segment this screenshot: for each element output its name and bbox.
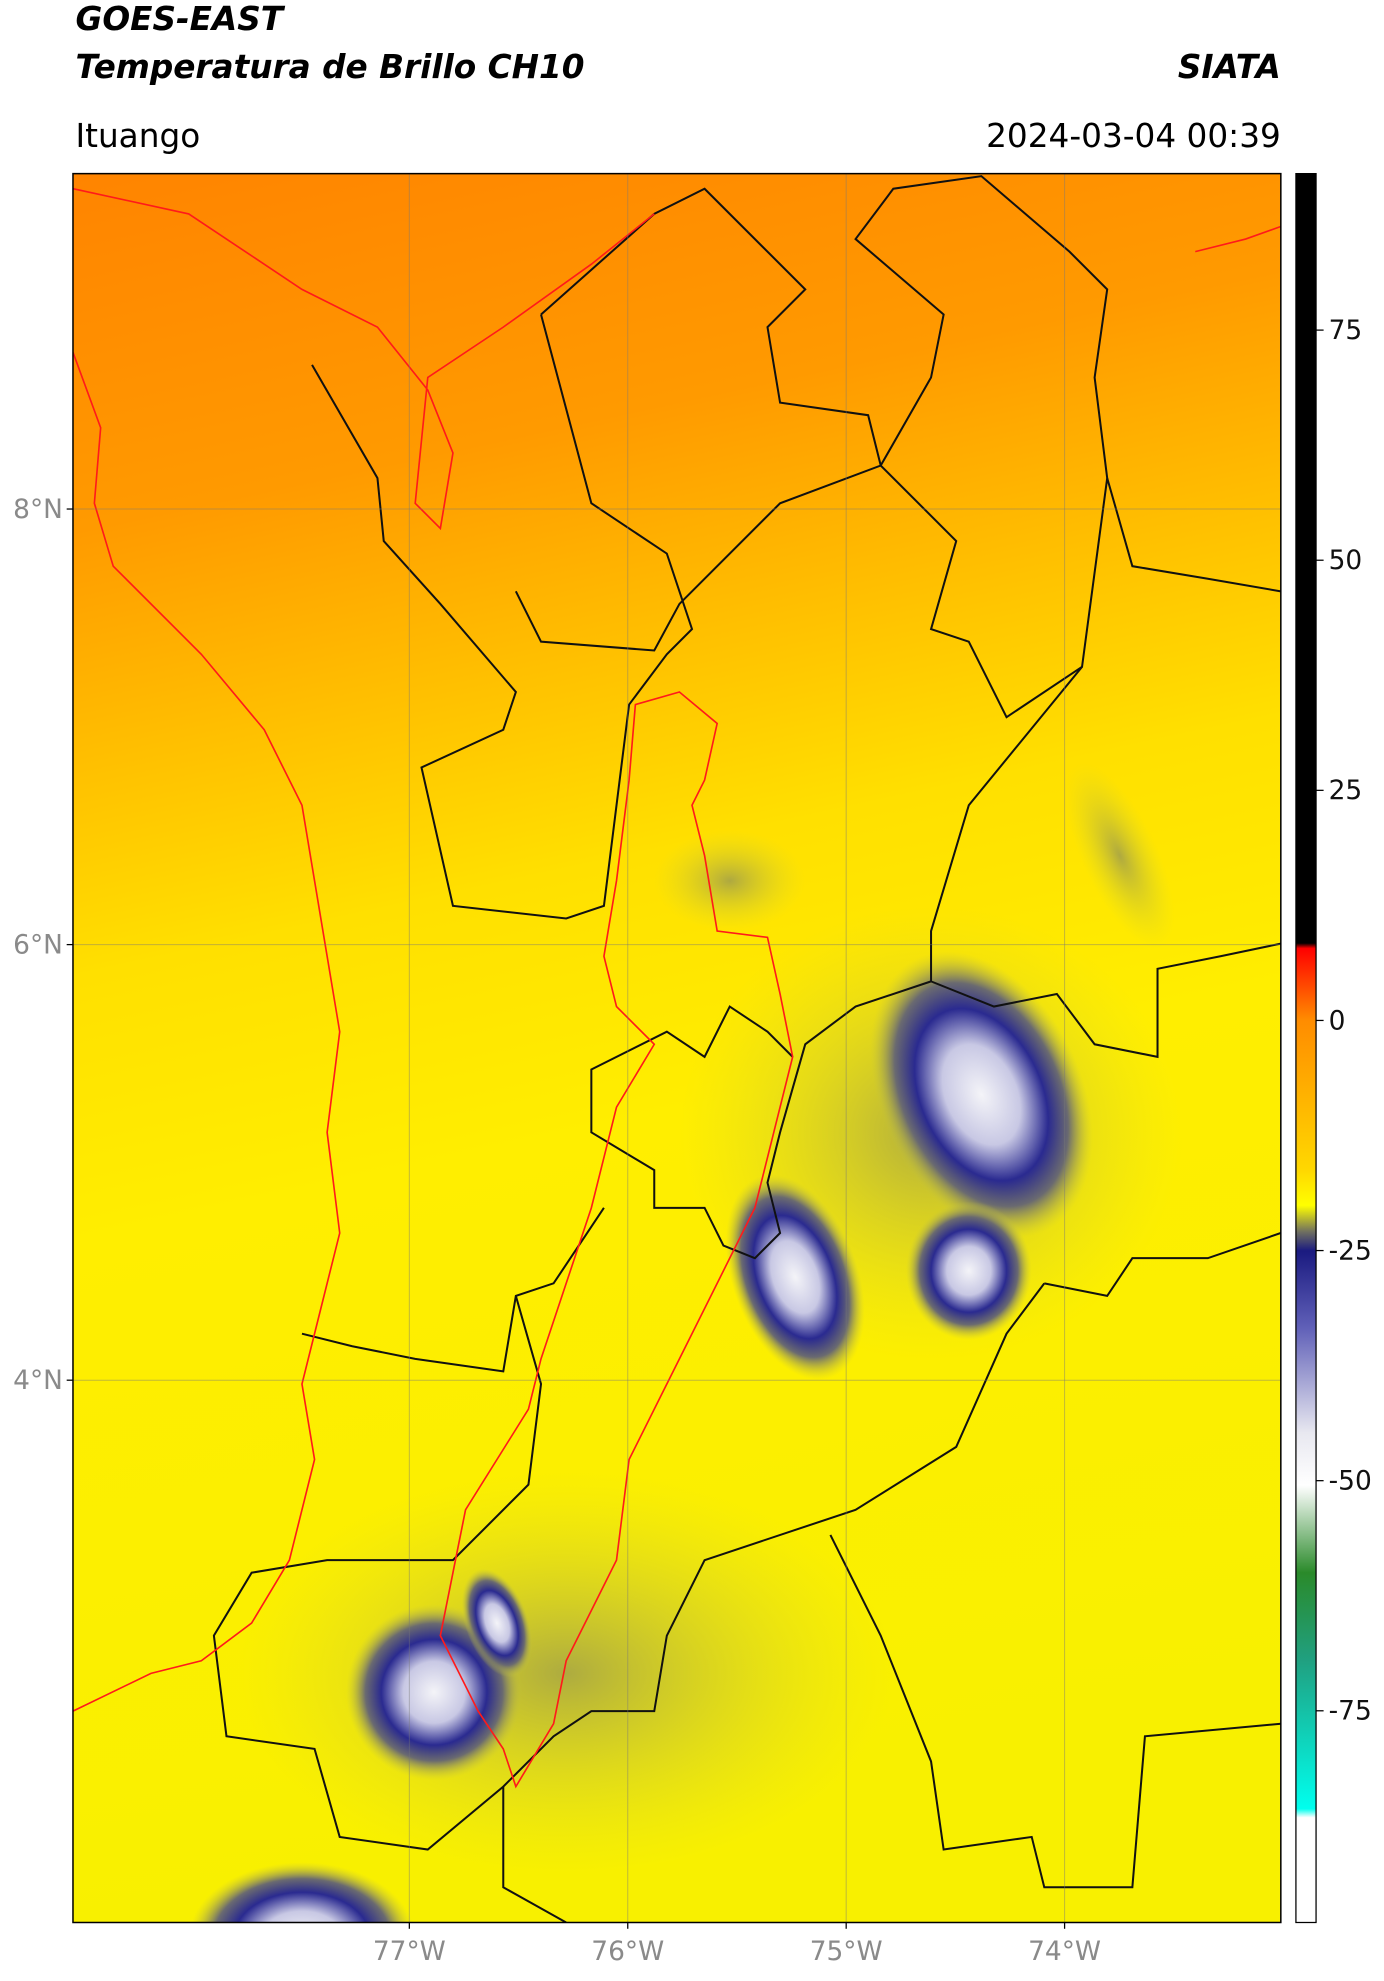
title: GOES-EAST xyxy=(75,0,285,38)
x-tick-label: 77°W xyxy=(373,1936,446,1967)
colorbar-tick-label: -25 xyxy=(1329,1235,1372,1266)
grid xyxy=(72,173,1281,1923)
colorbar-tick-label: 0 xyxy=(1329,1005,1346,1036)
x-tick-label: 76°W xyxy=(591,1936,664,1967)
colorbar-tick-label: 50 xyxy=(1329,545,1363,576)
y-tick-label: 8°N xyxy=(13,494,63,525)
ticks: 77°W 76°W 75°W 74°W 8°N 6°N 4°N 75 50 25 0 -25 -50 -7… xyxy=(13,315,1372,1967)
map-image xyxy=(72,173,1281,1923)
colorbar-tick-label: 25 xyxy=(1329,775,1363,806)
colorbar-tick-label: -75 xyxy=(1329,1696,1372,1727)
x-tick-label: 74°W xyxy=(1028,1936,1101,1967)
x-tick-label: 75°W xyxy=(810,1936,883,1967)
datetime: 2024-03-04 00:39 xyxy=(986,117,1281,155)
map-frame xyxy=(72,172,1282,1924)
location: Ituango xyxy=(75,117,200,155)
y-tick-label: 6°N xyxy=(13,929,63,960)
colorbar-tick-label: 75 xyxy=(1329,315,1363,346)
y-tick-label: 4°N xyxy=(13,1365,63,1396)
subtitle: Temperatura de Brillo CH10 xyxy=(75,48,584,86)
source: SIATA xyxy=(1178,48,1281,86)
colorbar xyxy=(1295,172,1317,1924)
colorbar-tick-label: -50 xyxy=(1329,1465,1372,1496)
